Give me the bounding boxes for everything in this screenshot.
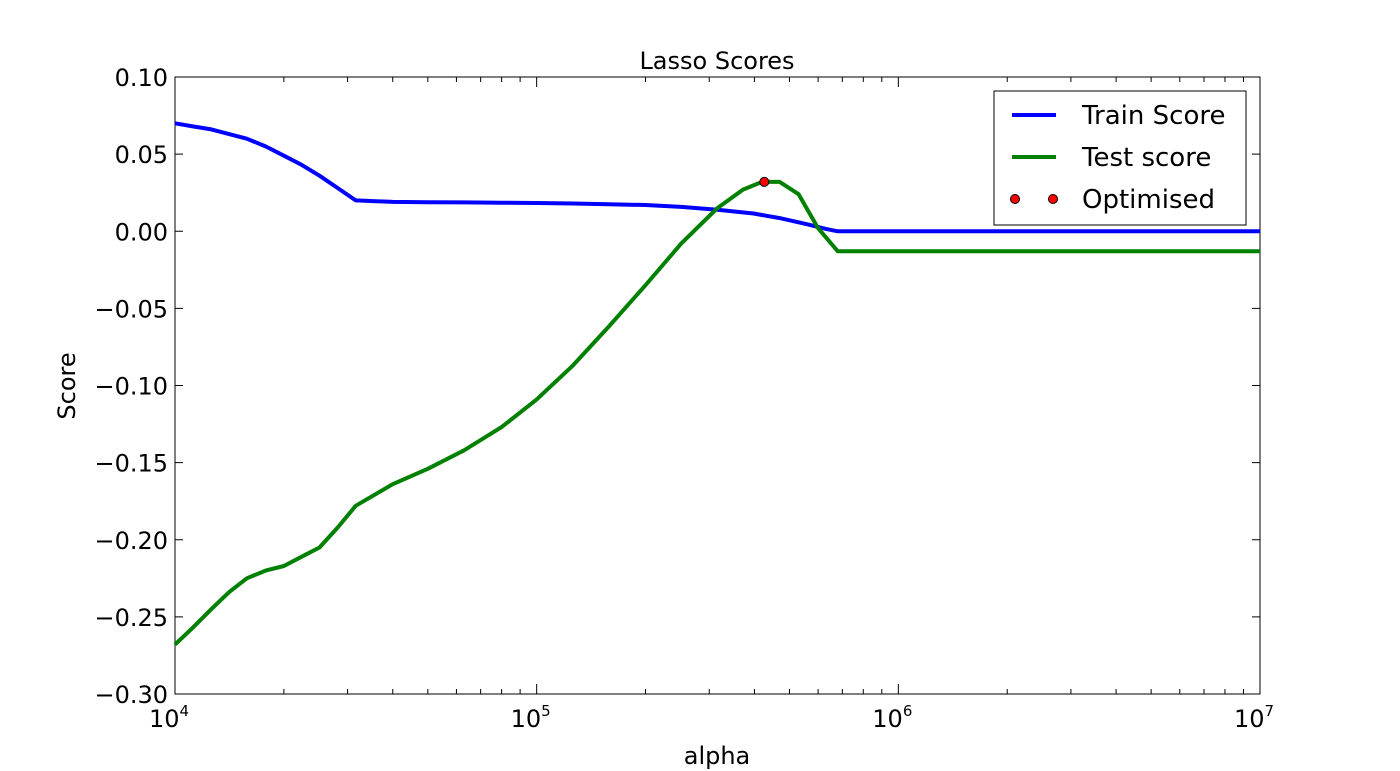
x-tick-exponent: 7: [1265, 702, 1275, 720]
series-line-test-score: [173, 179, 1260, 647]
x-tick-base: 10: [1234, 705, 1265, 733]
x-tick-base: 10: [149, 705, 180, 733]
y-tick-label: −0.05: [94, 295, 168, 323]
y-tick-label: 0.00: [115, 218, 168, 246]
legend-swatch-optimised: [1048, 194, 1058, 204]
y-tick-label: −0.20: [94, 527, 168, 555]
x-tick-base: 10: [511, 705, 542, 733]
legend-label-optimised: Optimised: [1082, 185, 1215, 215]
x-tick-label: 104: [149, 702, 189, 733]
data-series: [173, 121, 1260, 647]
y-tick-label: −0.15: [94, 450, 168, 478]
axis-ticks: 0.10 0.05 0.00 −0.05 −0.10 −0.15 −0.20 −0.25 −0.…: [94, 64, 1274, 733]
chart-title: Lasso Scores: [639, 47, 794, 75]
x-tick-exponent: 6: [903, 702, 913, 720]
x-tick-label: 107: [1234, 702, 1274, 733]
x-tick-exponent: 4: [180, 702, 190, 720]
series-marker-optimised: [759, 176, 770, 187]
y-tick-label: −0.25: [94, 604, 168, 632]
legend: Train Score Test score Optimised: [993, 90, 1247, 226]
x-tick-base: 10: [872, 705, 903, 733]
legend-label-train-score: Train Score: [1081, 101, 1225, 131]
y-tick-label: 0.05: [115, 141, 168, 169]
y-tick-label: −0.10: [94, 373, 168, 401]
x-tick-exponent: 5: [541, 702, 551, 720]
y-axis-title: Score: [53, 352, 81, 419]
legend-label-test-score: Test score: [1081, 143, 1211, 173]
x-axis-title: alpha: [684, 742, 751, 770]
series-line-train-score: [174, 121, 1260, 234]
y-tick-label: 0.10: [115, 64, 168, 92]
x-tick-label: 105: [511, 702, 551, 733]
x-tick-label: 106: [872, 702, 912, 733]
y-tick-label: −0.30: [94, 681, 168, 709]
legend-swatch-optimised: [1010, 194, 1020, 204]
